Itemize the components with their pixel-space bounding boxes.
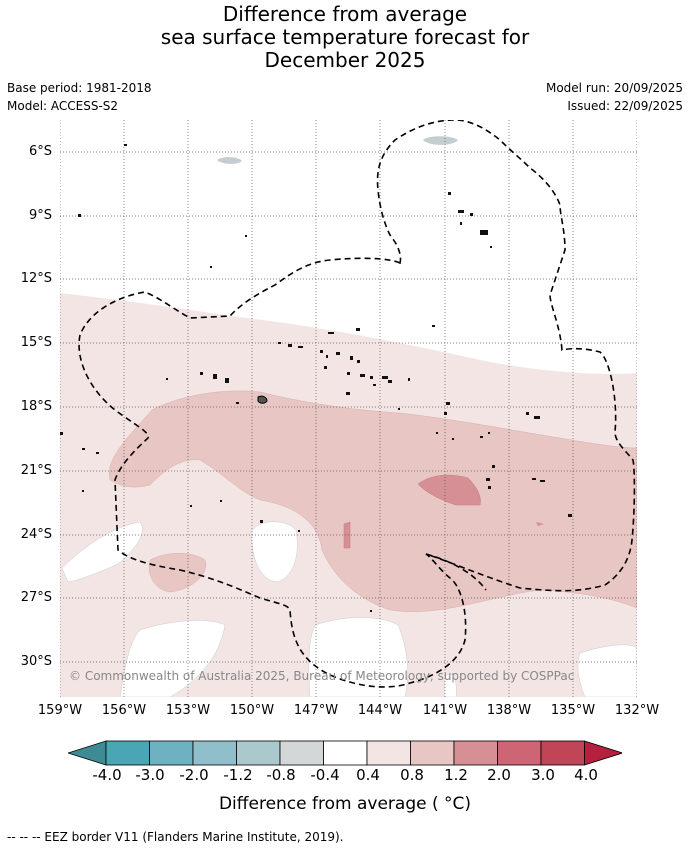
neutral-patch-6 [577, 644, 637, 697]
colorbar-cell [410, 740, 455, 766]
colorbar-label-4.0: 4.0 [574, 766, 598, 784]
title-line-1: Difference from average [222, 2, 468, 26]
lon-tick-156w: 156°W [101, 703, 147, 718]
colorbar-arrow-low [68, 740, 107, 766]
lat-tick-12s: 12°S [20, 271, 52, 286]
map-panel: © Commonwealth of Australia 2025, Bureau… [60, 120, 637, 697]
lat-tick-27s: 27°S [20, 590, 52, 605]
issued-date: Issued: 22/09/2025 [567, 99, 683, 113]
colorbar-cell [149, 740, 194, 766]
meta-right: Model run: 20/09/2025 Issued: 22/09/2025 [546, 79, 683, 115]
colorbar-title: Difference from average ( °C) [218, 794, 472, 814]
colorbar-label-neg1.2: -1.2 [223, 766, 253, 784]
gridlines [60, 120, 637, 697]
lat-tick-24s: 24°S [20, 527, 52, 542]
map-svg [60, 120, 637, 697]
lon-tick-132w: 132°W [614, 703, 660, 718]
lon-tick-147w: 147°W [293, 703, 339, 718]
base-period: Base period: 1981-2018 [7, 81, 152, 95]
island-main [257, 395, 268, 404]
colorbar-label-neg2.0: -2.0 [179, 766, 209, 784]
copyright-notice: © Commonwealth of Australia 2025, Bureau… [69, 669, 575, 683]
neutral-patch-2 [251, 521, 298, 583]
colorbar-cell [236, 740, 281, 766]
title-line-3: December 2025 [264, 48, 426, 72]
colorbar-cell [192, 740, 237, 766]
neutral-patch-5 [443, 673, 457, 697]
lat-tick-15s: 15°S [20, 335, 52, 350]
colorbar-cell [366, 740, 411, 766]
model-name: Model: ACCESS-S2 [7, 99, 119, 113]
anomaly-region-0.8-1.2-south [148, 553, 206, 593]
colorbar-label-0.8: 0.8 [400, 766, 424, 784]
lat-tick-18s: 18°S [20, 399, 52, 414]
lat-tick-30s: 30°S [20, 654, 52, 669]
lon-tick-144w: 144°W [357, 703, 403, 718]
colorbar-cell [540, 740, 585, 766]
colorbar-label-3.0: 3.0 [531, 766, 555, 784]
anomaly-patch-small [343, 521, 351, 549]
colorbar-cell [497, 740, 542, 766]
colorbar-arrow-high [584, 740, 622, 766]
neutral-patch-4 [308, 617, 408, 697]
lon-tick-150w: 150°W [229, 703, 275, 718]
lon-tick-138w: 138°W [486, 703, 532, 718]
colorbar-cell [453, 740, 498, 766]
eez-border-segment [425, 553, 487, 591]
colorbar-label-neg0.8: -0.8 [266, 766, 296, 784]
colorbar-label-2.0: 2.0 [487, 766, 511, 784]
colorbar-cell [323, 740, 368, 766]
neutral-patch-1 [61, 521, 143, 583]
eez-footnote: -- -- -- EEZ border V11 (Flanders Marine… [7, 830, 344, 844]
cool-patch-1 [217, 157, 242, 164]
colorbar-label-0.4: 0.4 [356, 766, 380, 784]
title-line-2: sea surface temperature forecast for [160, 25, 530, 49]
model-run: Model run: 20/09/2025 [545, 81, 683, 95]
lat-tick-6s: 6°S [28, 144, 52, 159]
lat-tick-21s: 21°S [20, 463, 52, 478]
island-atolls [60, 144, 572, 612]
lon-tick-153w: 153°W [165, 703, 211, 718]
neutral-patch-3 [119, 620, 226, 697]
colorbar-cell [279, 740, 324, 766]
cool-patch-2 [423, 136, 458, 145]
colorbar-label-neg4.0: -4.0 [92, 766, 122, 784]
eez-border-main [78, 120, 636, 688]
lon-tick-135w: 135°W [550, 703, 596, 718]
meta-left: Base period: 1981-2018 Model: ACCESS-S2 [7, 79, 152, 115]
colorbar-cell [105, 740, 150, 766]
anomaly-region-1.2-2.0 [417, 474, 481, 506]
colorbar-label-1.2: 1.2 [444, 766, 468, 784]
lon-tick-159w: 159°W [37, 703, 83, 718]
lat-tick-9s: 9°S [28, 208, 52, 223]
colorbar-label-neg3.0: -3.0 [135, 766, 165, 784]
colorbar-label-neg0.4: -0.4 [310, 766, 340, 784]
colorbar [68, 740, 622, 766]
chart-title: Difference from average sea surface temp… [0, 3, 690, 72]
lon-tick-141w: 141°W [422, 703, 468, 718]
anomaly-patch-tiny [536, 522, 544, 526]
anomaly-region-0.8-1.2 [108, 390, 637, 612]
